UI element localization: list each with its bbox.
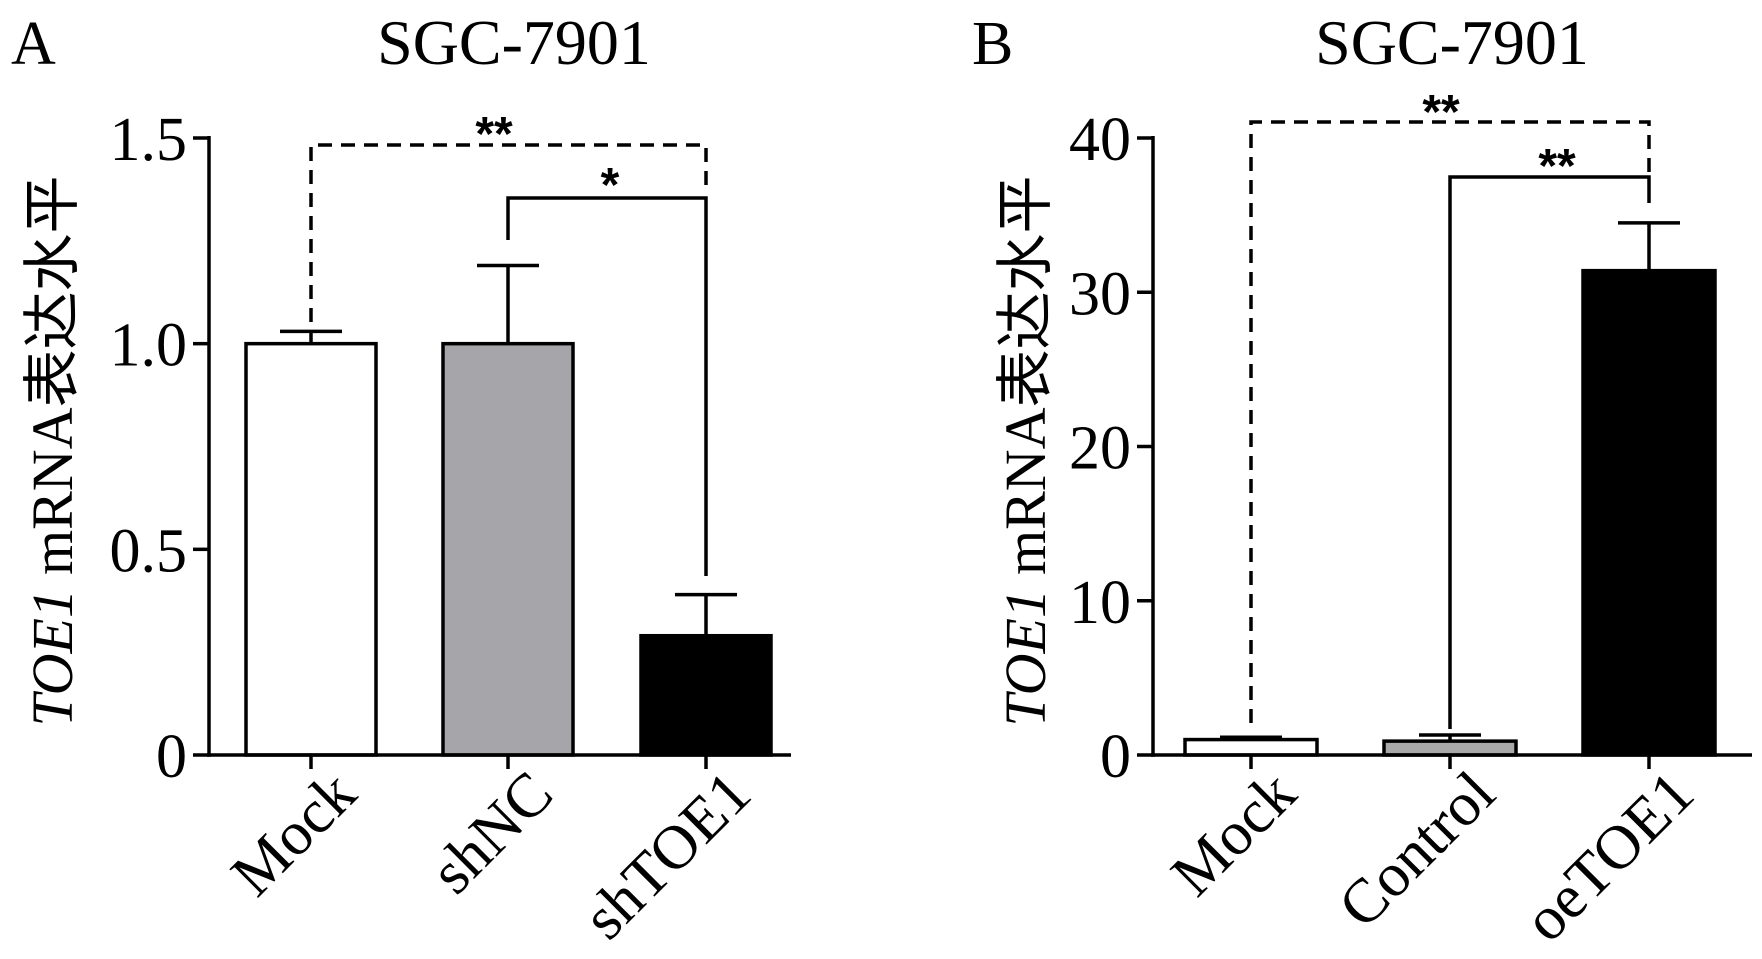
error-bar-oetoe1 [1618,221,1680,271]
error-bar-mock [280,329,342,344]
bar-oetoe1 [1581,268,1717,757]
significance-bracket-shnc-shtoe1 [506,196,708,576]
significance-stars: ** [1422,86,1460,139]
significance-bracket-mock-oetoe1 [1249,120,1651,723]
y-tick-label: 0.5 [110,517,188,585]
chart-title: SGC-7901 [377,7,651,78]
error-bar-control [1419,733,1481,742]
y-axis-label-gene: TOE1 [20,589,85,727]
panel-label: B [972,10,1013,78]
panel-b: B SGC-7901 TOE1 mRNA表达水平 0 10 20 30 40 Mock Con… [972,7,1752,955]
significance-bracket-mock-shtoe1 [309,143,708,322]
x-tick-label-mock: Mock [1159,759,1309,909]
x-tick-label-mock: Mock [219,759,369,909]
bar-mock [1183,737,1319,757]
error-bar-shtoe1 [675,592,737,636]
plot-area: 0 10 20 30 40 Mock Control oeTOE1 ** ** [1069,86,1752,955]
y-axis-label-text: mRNA表达水平 [993,175,1058,575]
significance-stars: ** [475,108,513,161]
bar-control [1382,739,1518,757]
y-tick-label: 30 [1069,260,1131,328]
y-axis-label-text: mRNA表达水平 [20,175,85,575]
bar-shtoe1 [639,633,773,757]
y-tick-label: 40 [1069,106,1131,174]
significance-stars: ** [1538,140,1576,193]
significance-bracket-control-oetoe1 [1448,175,1651,729]
error-bar-mock [1220,735,1282,740]
x-tick-label-shnc: shNC [418,759,566,907]
significance-stars: * [601,159,620,212]
y-tick-label: 1.5 [110,106,188,174]
bar-mock [244,341,378,757]
y-tick-label: 20 [1069,415,1131,483]
panel-label: A [11,10,56,78]
error-bar-shnc [477,263,539,344]
chart-title: SGC-7901 [1315,7,1589,78]
y-axis-label: TOE1 mRNA表达水平 [20,175,85,726]
bar-shnc [441,341,575,757]
x-tick-label-shtoe1: shTOE1 [570,759,763,952]
y-tick-label: 1.0 [110,312,188,380]
x-tick-label-oetoe1: oeTOE1 [1511,759,1707,955]
x-tick-label-control: Control [1326,759,1508,941]
y-axis-label-gene: TOE1 [993,589,1058,727]
y-tick-label: 10 [1069,569,1131,637]
y-tick-label: 0 [1100,723,1131,791]
y-tick-label: 0 [156,723,187,791]
y-axis-label: TOE1 mRNA表达水平 [993,175,1058,726]
